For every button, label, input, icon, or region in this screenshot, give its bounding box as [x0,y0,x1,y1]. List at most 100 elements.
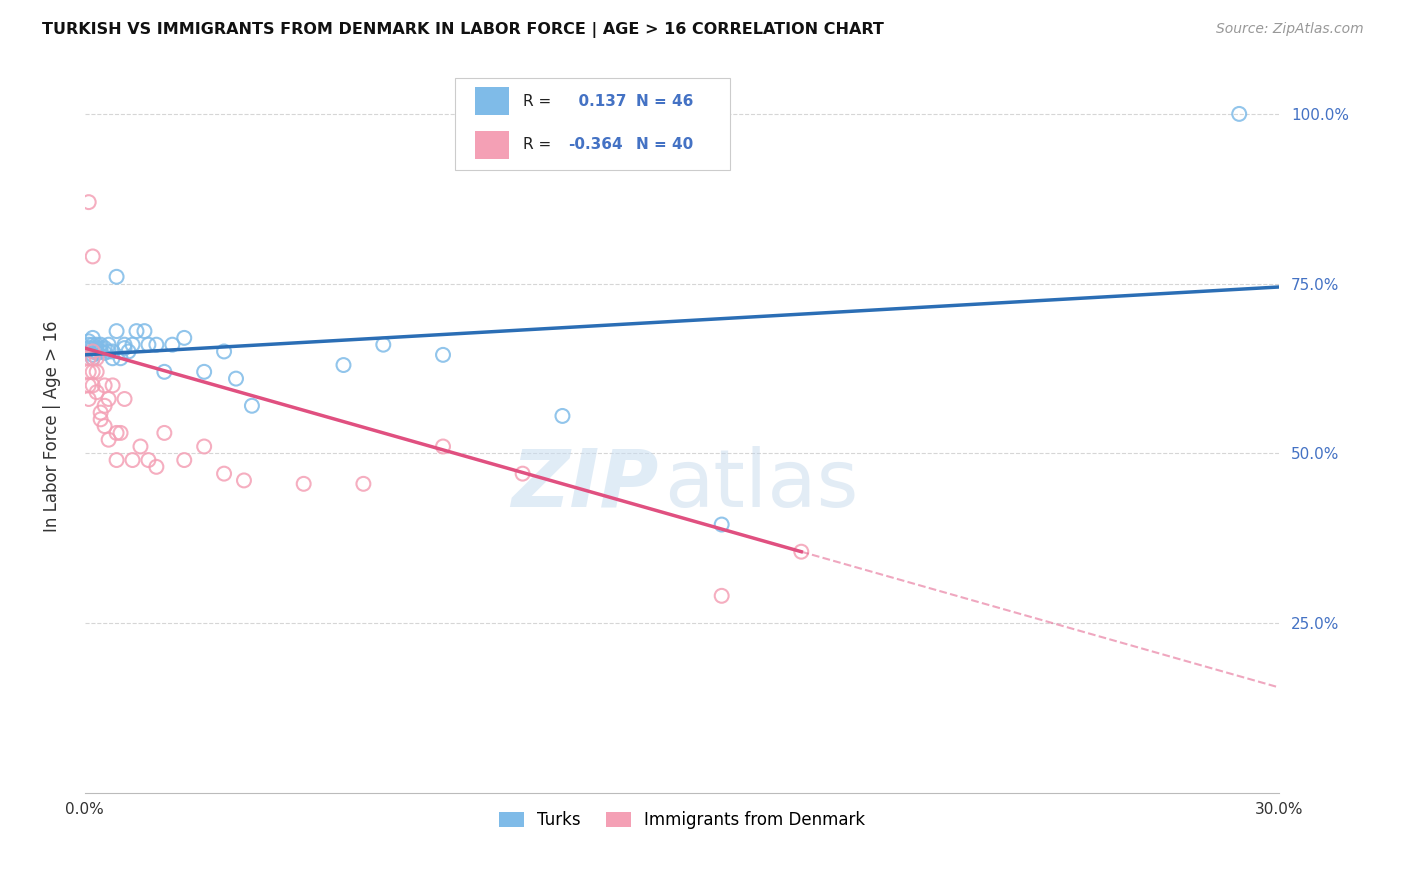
Point [512,467,534,481]
Point [138,337,160,351]
Point [93,419,115,434]
Point [77,341,100,355]
Point [82,378,104,392]
Point [86,346,108,360]
Point [117,344,139,359]
Point [114,337,136,351]
Point [153,425,176,440]
Point [77,334,100,349]
Point [153,365,176,379]
Text: 0.137: 0.137 [568,94,627,109]
Text: N = 40: N = 40 [637,137,693,153]
Point [97,392,120,406]
Point [86,337,108,351]
Point [82,344,104,359]
Point [82,344,104,359]
Point [77,365,100,379]
Point [710,589,733,603]
Point [292,476,315,491]
Point [93,399,115,413]
Point [225,371,247,385]
Point [82,365,104,379]
Point [82,337,104,351]
Point [173,331,195,345]
Point [233,474,256,488]
Point [110,351,132,366]
Point [101,351,124,366]
Point [710,517,733,532]
FancyBboxPatch shape [456,78,730,169]
Point [105,453,128,467]
Point [121,337,143,351]
Point [145,459,167,474]
Y-axis label: In Labor Force | Age > 16: In Labor Force | Age > 16 [44,320,60,532]
Point [352,476,374,491]
Point [373,337,395,351]
Point [90,344,112,359]
Point [93,341,115,355]
Text: TURKISH VS IMMIGRANTS FROM DENMARK IN LABOR FORCE | AGE > 16 CORRELATION CHART: TURKISH VS IMMIGRANTS FROM DENMARK IN LA… [42,22,884,38]
Point [93,378,115,392]
Point [97,433,120,447]
Point [77,351,100,366]
Point [114,392,136,406]
Point [134,324,156,338]
FancyBboxPatch shape [475,131,509,159]
Point [90,412,112,426]
Point [790,544,813,558]
Point [125,324,148,338]
Point [86,385,108,400]
Point [105,269,128,284]
FancyBboxPatch shape [475,87,509,115]
Point [86,341,108,355]
Point [82,348,104,362]
Point [90,341,112,355]
Point [82,341,104,355]
Point [105,324,128,338]
Point [86,351,108,366]
Point [162,337,184,351]
Point [77,337,100,351]
Point [82,351,104,366]
Point [121,453,143,467]
Text: -0.364: -0.364 [568,137,623,153]
Point [93,346,115,360]
Point [97,337,120,351]
Point [432,348,454,362]
Text: Source: ZipAtlas.com: Source: ZipAtlas.com [1216,22,1364,37]
Point [129,440,152,454]
Point [97,344,120,359]
Point [90,337,112,351]
Point [193,440,215,454]
Point [105,425,128,440]
Text: ZIP: ZIP [510,446,658,524]
Point [138,453,160,467]
Point [90,406,112,420]
Point [145,337,167,351]
Point [101,378,124,392]
Point [77,378,100,392]
Point [240,399,263,413]
Point [551,409,574,423]
Point [77,392,100,406]
Text: R =: R = [523,94,551,109]
Point [173,453,195,467]
Point [1227,107,1250,121]
Point [101,344,124,359]
Point [82,249,104,263]
Point [86,344,108,359]
Legend: Turks, Immigrants from Denmark: Turks, Immigrants from Denmark [492,805,872,836]
Text: R =: R = [523,137,551,153]
Point [212,344,235,359]
Text: N = 46: N = 46 [637,94,695,109]
Point [114,341,136,355]
Text: atlas: atlas [664,446,858,524]
Point [332,358,354,372]
Point [86,365,108,379]
Point [212,467,235,481]
Point [77,195,100,210]
Point [110,425,132,440]
Point [193,365,215,379]
Point [82,331,104,345]
Point [82,351,104,366]
